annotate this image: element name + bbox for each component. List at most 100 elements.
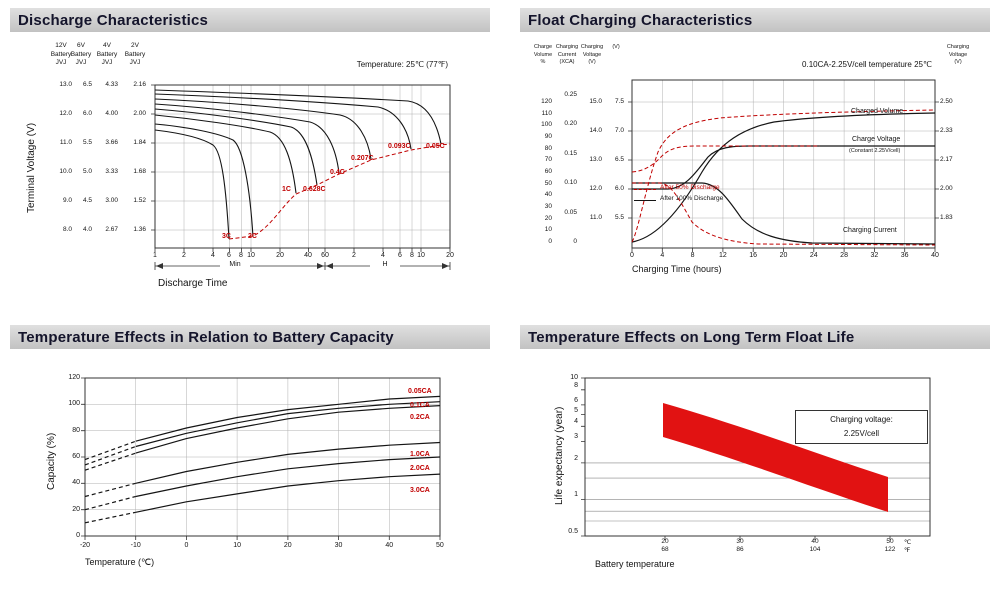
scale-value: 12.0: [59, 110, 72, 117]
curve-0-05ca: [135, 395, 441, 442]
curve-label-0-628c: 0.628C: [303, 186, 326, 193]
x-tick: 24: [809, 252, 818, 259]
y-tick-1: 1: [574, 491, 578, 498]
curve-label-1-0ca: 1.0CA: [410, 451, 430, 458]
y-tick: 20: [72, 505, 80, 513]
scale-value: 2.00: [940, 185, 953, 192]
x-tick: 6: [227, 252, 231, 259]
legend-after-100-label: After 100% Discharge: [660, 195, 724, 202]
x-tick: 8: [690, 252, 695, 259]
charge-voltage-solid: [632, 145, 935, 190]
charged-volume-solid: [631, 112, 936, 243]
arrow-left-min: [156, 263, 163, 269]
charging-current-dashed: [632, 182, 936, 246]
float-life-chart-section: Temperature Effects on Long Term Float L…: [520, 325, 990, 590]
constant-voltage-label: (Constant 2.25V/cell): [849, 148, 901, 154]
axis-header-line: JVJ: [129, 59, 141, 66]
x-tick-celsius: 40: [811, 538, 819, 545]
scale-value: 5.0: [82, 168, 92, 175]
x-tick: 2: [352, 252, 356, 259]
legend-after-50-label: After 50% Discharge: [660, 184, 720, 191]
capacity-plot: [81, 377, 441, 540]
scale-value: 70: [544, 156, 552, 164]
curve-label-0-05ca: 0.05CA: [408, 388, 432, 395]
scale-value: 9.0: [62, 197, 72, 204]
capacity-title: Temperature Effects in Relation to Batte…: [18, 328, 394, 346]
axis-header-line: JVJ: [55, 59, 67, 66]
charging-current-label: Charging Current: [843, 227, 897, 234]
curve-label-0-1ca: 0.1CA: [410, 402, 430, 409]
y-tick-3: 3: [574, 433, 578, 440]
life-expectancy-band: [663, 403, 888, 512]
charge-voltage-label: Charge Voltage: [852, 136, 901, 143]
scale-value: 10: [544, 226, 552, 234]
scale-value: 2.17: [940, 156, 953, 163]
axis-header-line: JVJ: [75, 59, 87, 66]
x-tick: 16: [749, 252, 758, 259]
scale-value: 110: [541, 109, 552, 117]
x-tick-fahrenheit: 86: [736, 546, 744, 553]
scale-value: 13.0: [589, 156, 602, 163]
y-tick-4: 4: [574, 418, 578, 425]
axis-header-line: (V): [612, 44, 620, 50]
capacity-y-ticks: 120 100 80 60 40 20 0: [56, 374, 80, 540]
x-tick: -10: [130, 542, 141, 549]
legend-swatch-after-100: [634, 200, 656, 201]
capacity-section-header: Temperature Effects in Relation to Batte…: [10, 325, 490, 349]
discharge-chart-section: Discharge Characteristics Temperature: 2…: [10, 8, 490, 308]
float-charging-note: 0.10CA-2.25V/cell temperature 25℃: [802, 60, 932, 69]
axis-header-line: Battery: [96, 50, 118, 58]
x-tick: 2: [182, 252, 186, 259]
scale-value: 0.20: [564, 120, 577, 128]
scale-value: 1.84: [133, 139, 146, 146]
float-life-x-axis-title: Battery temperature: [595, 559, 675, 569]
scale-2v-values: 2.16 2.00 1.84 1.68 1.52 1.36: [124, 81, 146, 234]
annotation-line-2: 2.25V/cell: [843, 429, 880, 438]
scale-value: 2.16: [133, 81, 146, 88]
curve-2c: [154, 123, 254, 238]
scale-value: 100: [541, 121, 552, 129]
scale-voltage-12v: 15.0 14.0 13.0 12.0 11.0: [580, 98, 602, 222]
axis-header-line: Charging: [555, 44, 579, 50]
y-tick: 80: [72, 426, 80, 434]
curve-3c: [154, 129, 230, 240]
arrow-left-h: [326, 263, 333, 269]
capacity-axis-ticks: [81, 377, 441, 540]
discharge-plot: [151, 84, 451, 270]
axis-header-line: JVJ: [101, 59, 113, 66]
scale-value: 60: [544, 167, 552, 175]
float-life-axis-ticks: [581, 377, 891, 540]
scale-value: 0.10: [564, 179, 577, 187]
annotation-line-1: Charging voltage:: [830, 415, 893, 424]
scale-charging-current: 0.25 0.20 0.15 0.10 0.05 0: [557, 91, 577, 246]
time-axis-ruler: [154, 262, 451, 270]
scale-value: 5.5: [614, 214, 624, 221]
curve-0-2ca: [135, 405, 441, 454]
axis-header-line: Voltage: [948, 51, 968, 58]
x-tick: 36: [900, 252, 909, 259]
fahrenheit-unit-label: ℉: [904, 547, 911, 554]
scale-value: 12.0: [589, 185, 602, 192]
x-tick: 4: [211, 252, 215, 259]
scale-value: 4.33: [105, 81, 118, 88]
curve-label-2-0ca: 2.0CA: [410, 465, 430, 472]
x-tick: 4: [381, 252, 385, 259]
discharge-temperature-note: Temperature: 25℃ (77℉): [356, 60, 448, 69]
y-tick: 0: [76, 531, 80, 539]
y-tick-0-5: 0.5: [568, 528, 578, 535]
curve-label-0-093c: 0.093C: [388, 143, 411, 150]
x-tick: 1: [153, 252, 157, 259]
float-life-plot: [581, 377, 931, 540]
scale-value: 2.67: [105, 226, 118, 233]
float-life-section-header: Temperature Effects on Long Term Float L…: [520, 325, 990, 349]
curve-0-628c: [154, 108, 318, 186]
axis-header-line: 12V: [55, 42, 67, 49]
capacity-x-axis-title: Temperature (℃): [85, 557, 155, 567]
scale-value: 0: [573, 237, 577, 245]
charged-volume-dashed: [631, 109, 936, 243]
curve-1-0ca: [135, 441, 441, 484]
curve-label-1c: 1C: [282, 186, 291, 193]
scale-value: 5.5: [82, 139, 92, 146]
after-50-discharge-curves: [631, 109, 936, 246]
scale-value: 4.00: [105, 110, 118, 117]
